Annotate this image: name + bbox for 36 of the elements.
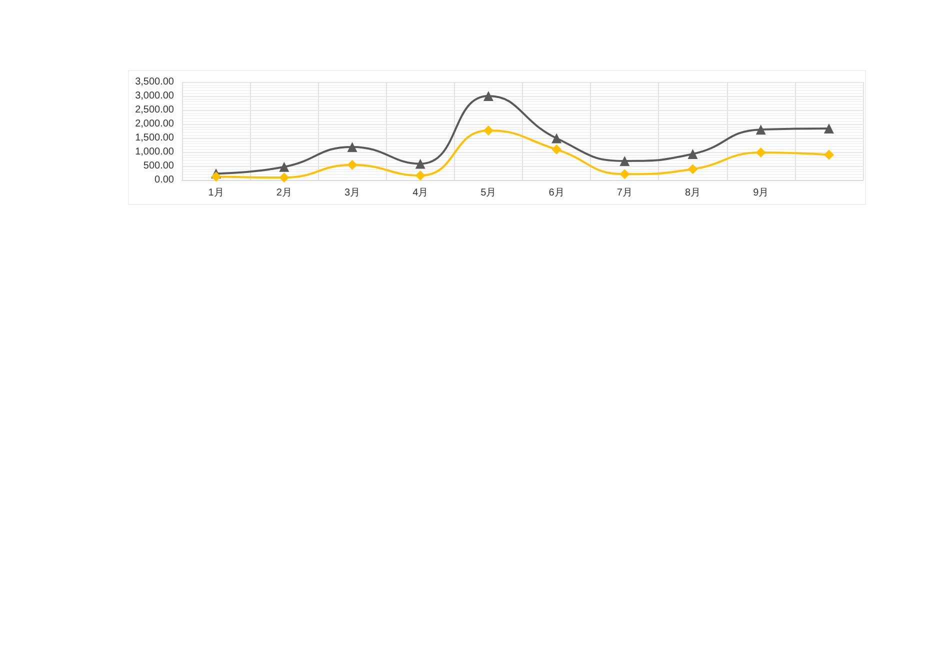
y-tick-label: 1,000.00: [135, 146, 174, 158]
point: [347, 142, 358, 152]
y-tick-label: 3,000.00: [135, 90, 174, 102]
point: [824, 123, 834, 134]
x-tick-label: 3月: [344, 188, 360, 198]
x-tick-label: 8月: [684, 188, 701, 198]
x-tick-label: 2月: [276, 188, 292, 198]
y-tick-label: 0.00: [154, 174, 174, 186]
x-tick-label: 4月: [412, 188, 428, 198]
point: [415, 158, 426, 169]
point: [688, 164, 698, 174]
point: [620, 169, 630, 180]
point: [483, 125, 494, 136]
y-tick-label: 3,500.00: [135, 76, 174, 88]
point: [756, 148, 766, 158]
point: [279, 172, 290, 182]
point: [552, 133, 562, 144]
x-tick-label: 9月: [753, 188, 769, 198]
point: [824, 150, 834, 160]
point: [552, 144, 562, 154]
x-tick-label: 6月: [548, 188, 564, 198]
x-tick-label: 5月: [480, 188, 496, 198]
x-tick-label: 1月: [208, 188, 224, 198]
y-tick-label: 500.00: [143, 160, 174, 172]
point: [279, 162, 290, 172]
y-tick-label: 2,500.00: [135, 104, 174, 116]
y-tick-label: 2,000.00: [135, 118, 174, 130]
point: [620, 156, 630, 166]
point: [483, 91, 494, 101]
y-tick-label: 1,500.00: [135, 132, 174, 144]
point: [347, 160, 358, 170]
point: [211, 172, 222, 182]
point: [415, 170, 426, 181]
point: [688, 148, 698, 159]
x-tick-label: 7月: [616, 188, 632, 198]
point: [756, 124, 766, 135]
